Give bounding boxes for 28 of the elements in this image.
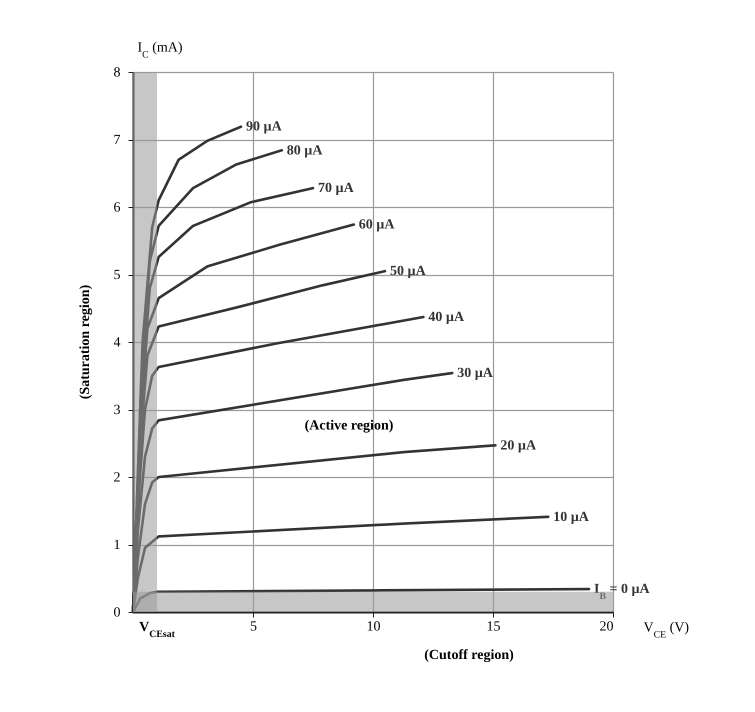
y-tick-label: 7 [114, 133, 120, 148]
x-tick-label: 10 [366, 620, 380, 634]
series-label: 20 µA [500, 438, 537, 454]
annotation: (Active region) [304, 418, 394, 434]
y-tick-label: 8 [114, 66, 120, 80]
band-label: (Saturation region) [78, 284, 93, 400]
x-axis-title: V$_{CE}$ (V) [644, 620, 690, 640]
series-label: 50 µA [390, 264, 427, 280]
x-tick-label: 15 [486, 620, 500, 634]
series-label: 80 µA [286, 143, 324, 158]
x-tick-label: 20 [600, 620, 614, 634]
y-tick-label: 0 [114, 606, 120, 620]
series-label: I$_{B}$ = 0 µA [594, 582, 651, 602]
series-label: 40 µA [428, 310, 465, 326]
x-tick-label: 5 [250, 620, 257, 634]
band-label: (Cutoff region) [424, 648, 514, 663]
y-tick-label: 1 [114, 538, 120, 553]
y-tick-label: 2 [114, 470, 120, 486]
series-label: 60 µA [358, 218, 396, 233]
y-tick-label: 5 [114, 268, 120, 283]
series-label: 90 µA [246, 120, 283, 135]
series-label: 70 µA [318, 181, 355, 196]
series-label: 30 µA [457, 366, 494, 382]
y-axis-title: I$_{C}$ (mA) [138, 40, 183, 60]
y-tick-label: 3 [114, 403, 120, 418]
y-tick-label: 6 [114, 200, 120, 216]
series-label: 10 µA [553, 510, 590, 525]
y-tick-label: 4 [114, 336, 120, 350]
